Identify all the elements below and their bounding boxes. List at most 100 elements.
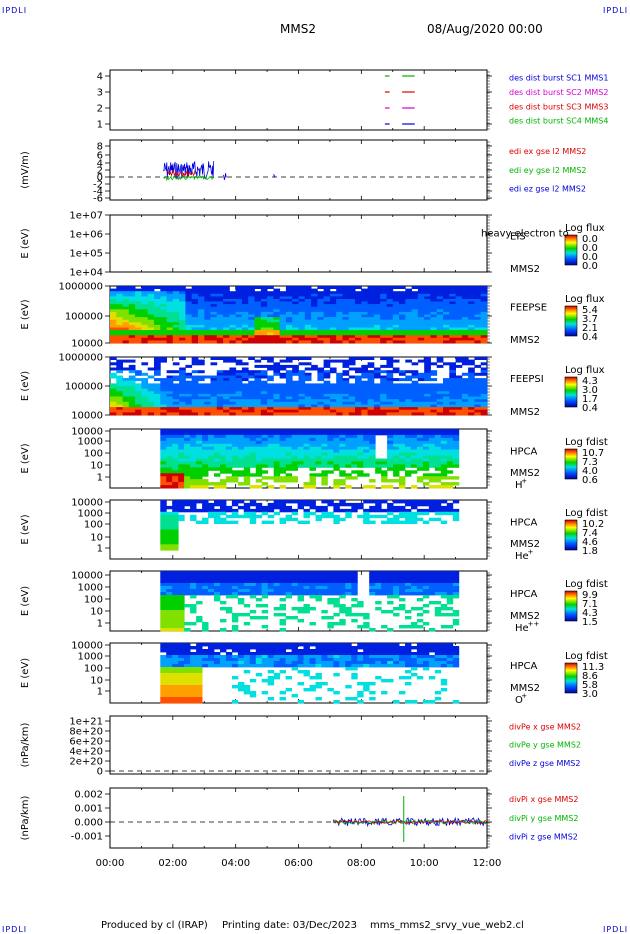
spectrogram-cell <box>468 332 475 336</box>
spectrogram-cell <box>196 434 203 439</box>
spectrogram-cell <box>405 304 412 308</box>
spectrogram-cell <box>172 583 179 587</box>
spectrogram-cell <box>315 661 322 665</box>
colorbar-tick-label: 5.4 <box>582 305 598 316</box>
spectrogram-cell <box>249 577 257 581</box>
spectrogram-cell <box>220 607 227 611</box>
x-tick-label: 08:00 <box>347 858 376 869</box>
spectrogram-cell <box>166 682 173 686</box>
spectrogram-cell <box>405 306 412 310</box>
spectrogram-cell <box>135 378 142 382</box>
spectrogram-cell <box>135 319 142 323</box>
spectrogram-cell <box>184 646 191 650</box>
spectrogram-cell <box>254 314 262 318</box>
spectrogram-cell <box>166 523 173 527</box>
spectrogram-cell <box>474 301 482 305</box>
spectrogram-cell <box>248 288 255 292</box>
spectrogram-cell <box>190 607 197 611</box>
spectrogram-cell <box>422 664 430 668</box>
spectrogram-cell <box>216 332 224 336</box>
spectrogram-cell <box>304 399 312 403</box>
spectrogram-cell <box>387 643 394 647</box>
spectrogram-cell <box>273 322 281 326</box>
spectrogram-cell <box>443 340 450 344</box>
colorbar <box>564 305 578 337</box>
spectrogram-cell <box>411 461 418 465</box>
spectrogram-cell <box>172 661 179 665</box>
spectrogram-cell <box>416 625 424 629</box>
spectrogram-cell <box>260 391 268 395</box>
spectrogram-cell <box>297 610 304 614</box>
spectrogram-cell <box>298 291 306 295</box>
spectrogram-cell <box>241 396 249 400</box>
spectrogram-cell <box>336 286 343 289</box>
spectrogram-cell <box>380 391 387 395</box>
spectrogram-cell <box>204 296 211 300</box>
spectrogram-cell <box>225 595 233 599</box>
spectrogram-cell <box>273 324 281 328</box>
spectrogram-cell <box>452 583 460 587</box>
spectrogram-cell <box>452 664 460 668</box>
spectrogram-cell <box>311 299 318 302</box>
spectrogram-cell <box>216 324 224 328</box>
spectrogram-cell <box>315 455 322 459</box>
spectrogram-cell <box>298 357 306 360</box>
spectrogram-cell <box>160 396 167 400</box>
spectrogram-cell <box>411 401 419 405</box>
spectrogram-cell <box>198 386 205 389</box>
spectrogram-cell <box>241 401 249 405</box>
spectrogram-cell <box>345 473 352 477</box>
spectrogram-cell <box>285 688 292 692</box>
spectrogram-cell <box>317 311 325 315</box>
spectrogram-cell <box>311 412 318 416</box>
spectrogram-cell <box>424 332 431 336</box>
spectrogram-cell <box>329 299 337 302</box>
y-tick-label: 100000 <box>65 312 103 323</box>
spectrogram-cell <box>424 301 431 305</box>
spectrogram-cell <box>261 610 269 614</box>
spectrogram-cell <box>241 299 249 302</box>
spectrogram-cell <box>443 409 450 413</box>
spectrogram-cell <box>172 467 179 471</box>
spectrogram-cell <box>237 580 245 584</box>
spectrogram-cell <box>154 335 161 339</box>
spectrogram-cell <box>321 574 328 578</box>
spectrogram-cell <box>417 391 425 395</box>
spectrogram-cell <box>172 500 179 504</box>
spectrogram-cell <box>309 661 316 665</box>
spectrogram-cell <box>191 386 199 389</box>
colorbar-title: Log fdist <box>565 437 608 448</box>
spectrogram-cell <box>255 514 263 519</box>
spectrogram-cell <box>285 404 293 408</box>
spectrogram-cell <box>399 309 406 313</box>
spectrogram-cell <box>166 431 173 436</box>
spectrogram-cell <box>178 473 185 477</box>
spectrogram-cell <box>363 443 370 448</box>
spectrogram-cell <box>267 652 275 656</box>
spectrogram-cell <box>434 652 442 656</box>
spectrogram-cell <box>223 332 230 336</box>
spectrogram-cell <box>405 399 412 403</box>
spectrogram-cell <box>285 375 293 379</box>
spectrogram-cell <box>348 393 356 397</box>
spectrogram-cell <box>261 646 269 650</box>
spectrogram-cell <box>298 370 306 374</box>
spectrogram-cell <box>285 396 293 400</box>
spectrogram-cell <box>285 412 293 416</box>
spectrogram-cell <box>422 652 430 656</box>
spectrogram-cell <box>440 592 448 596</box>
spectrogram-cell <box>128 306 136 310</box>
spectrogram-cell <box>411 622 418 626</box>
spectrogram-cell <box>285 589 292 593</box>
spectrogram-cell <box>430 383 438 387</box>
spectrogram-cell <box>116 375 123 379</box>
spectrogram-cell <box>339 652 346 656</box>
spectrogram-cell <box>279 520 286 524</box>
spectrogram-cell <box>329 322 337 326</box>
spectrogram-cell <box>190 700 197 704</box>
spectrogram-cell <box>210 357 218 360</box>
spectrogram-cell <box>216 314 224 318</box>
spectrogram-cell <box>147 304 155 308</box>
spectrogram-cell <box>315 685 322 689</box>
spectrogram-cell <box>255 577 263 581</box>
